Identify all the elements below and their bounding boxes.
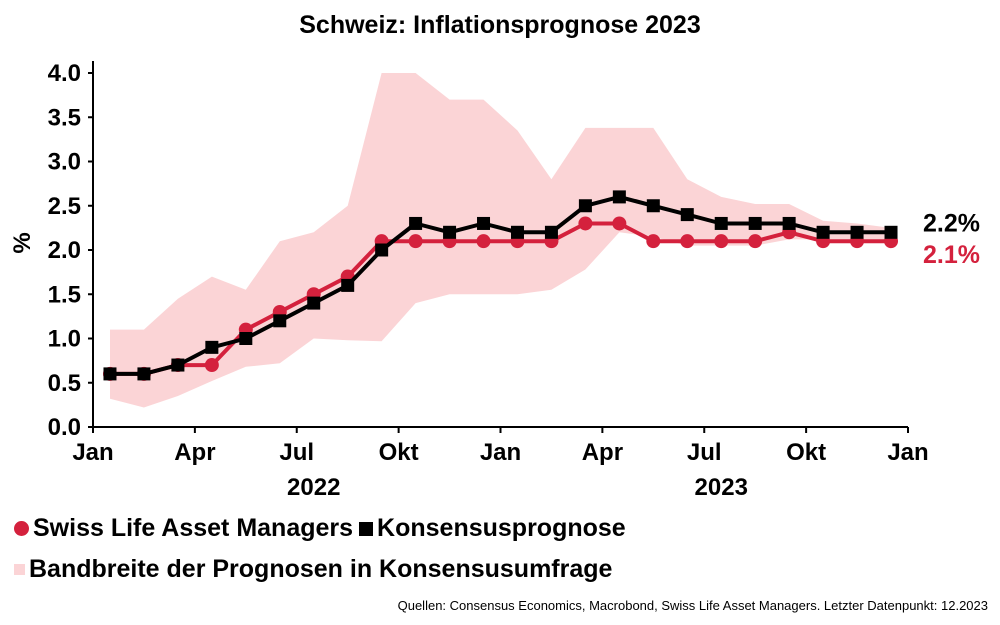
data-point <box>680 234 695 249</box>
data-point <box>884 225 898 239</box>
data-point <box>646 199 660 213</box>
data-point <box>273 314 287 328</box>
data-point <box>782 216 796 230</box>
data-point <box>307 296 321 310</box>
data-point <box>714 234 729 249</box>
legend-swiss-life-marker <box>14 521 29 536</box>
y-tick-label: 3.5 <box>48 104 81 131</box>
x-tick-label: Apr <box>582 439 623 466</box>
data-point <box>477 216 491 230</box>
data-point <box>341 278 355 292</box>
y-tick-label: 1.0 <box>48 326 81 353</box>
y-tick-label: 4.0 <box>48 60 81 87</box>
series-end-label: 2.2% <box>923 209 980 237</box>
series-end-label: 2.1% <box>923 241 980 269</box>
x-tick-label: Jan <box>72 439 113 466</box>
x-tick-label: Jul <box>279 439 314 466</box>
data-point <box>137 367 151 381</box>
data-point <box>510 225 524 239</box>
data-point <box>850 225 864 239</box>
data-point <box>408 234 423 249</box>
data-point <box>409 216 423 230</box>
axes: 0.0 0.5 1.0 1.5 2.0 2.5 3.0 3.5 4.0 Jan Apr Jul Okt J… <box>48 60 929 501</box>
legend-swiss-life-label: Swiss Life Asset Managers <box>33 514 354 542</box>
data-point <box>646 234 661 249</box>
data-point <box>748 234 763 249</box>
data-point <box>239 332 253 345</box>
data-point <box>578 199 592 213</box>
x-tick-label: Apr <box>174 439 215 466</box>
x-tick-label: Okt <box>379 439 419 466</box>
data-point <box>748 216 762 230</box>
data-point <box>816 225 830 239</box>
data-point <box>612 216 627 231</box>
x-tick-label: Jan <box>887 439 928 466</box>
data-point <box>612 190 626 204</box>
data-point <box>171 358 185 372</box>
legend-band-marker <box>14 564 25 575</box>
series-consensus: 2.2% <box>103 190 980 381</box>
data-point <box>714 216 728 230</box>
chart-title: Schweiz: Inflationsprognose 2023 <box>299 11 700 39</box>
data-point <box>103 367 117 381</box>
y-tick-label: 1.5 <box>48 281 81 308</box>
x-year-label: 2022 <box>287 474 340 501</box>
source-note: Quellen: Consensus Economics, Macrobond,… <box>397 598 988 613</box>
x-year-label: 2023 <box>695 474 748 501</box>
x-tick-label: Okt <box>786 439 826 466</box>
y-tick-label: 3.0 <box>48 149 81 176</box>
y-tick-label: 2.5 <box>48 193 81 220</box>
data-point <box>375 243 389 257</box>
data-point <box>443 225 457 239</box>
legend-consensus-marker <box>359 521 374 536</box>
series-layer: 2.1% 2.2% <box>102 190 980 381</box>
data-point <box>578 216 593 231</box>
data-point <box>544 225 558 239</box>
x-tick-label: Jul <box>687 439 722 466</box>
data-point <box>476 234 491 249</box>
legend-row-2: Bandbreite der Prognosen in Konsensusumf… <box>14 555 612 584</box>
y-tick-label: 2.0 <box>48 237 81 264</box>
y-tick-label: 0.5 <box>48 370 81 397</box>
legend-row-1: Swiss Life Asset Managers Konsensusprogn… <box>14 514 626 543</box>
data-point <box>204 358 219 373</box>
y-axis-label: % <box>9 232 36 253</box>
x-tick-label: Jan <box>480 439 521 466</box>
data-point <box>680 208 694 222</box>
y-tick-label: 0.0 <box>48 414 81 441</box>
data-point <box>205 340 219 354</box>
legend-consensus-label: Konsensusprognose <box>377 514 626 542</box>
legend-band-label: Bandbreite der Prognosen in Konsensusumf… <box>29 555 613 583</box>
